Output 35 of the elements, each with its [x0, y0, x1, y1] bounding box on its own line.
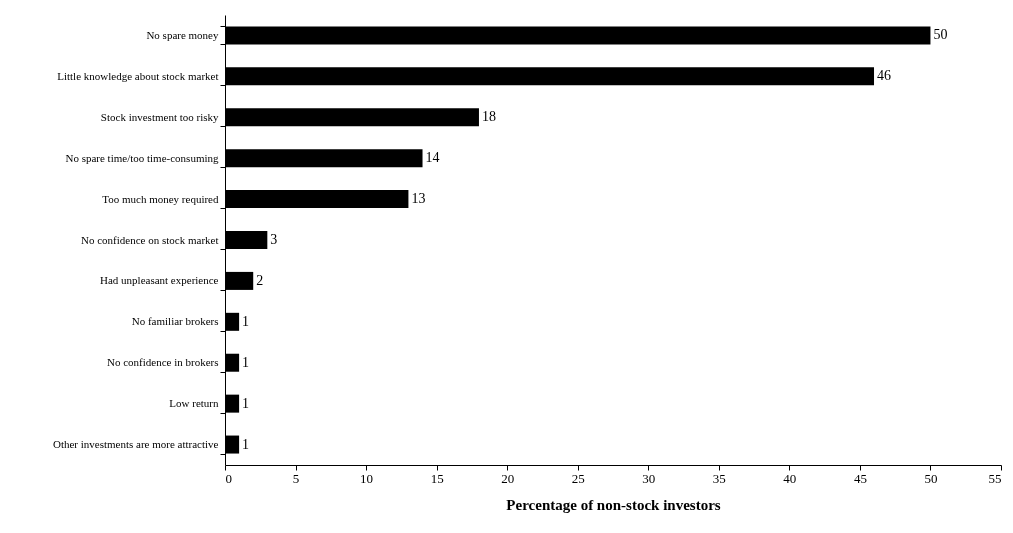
x-tick-label: 5	[292, 470, 300, 486]
y-tick-label: No spare money	[146, 28, 219, 41]
data-label: 1	[242, 395, 250, 411]
data-label: 46	[877, 68, 892, 84]
x-tick-label: 50	[924, 470, 938, 486]
y-tick-label: No familiar brokers	[131, 315, 219, 328]
x-axis-title: Percentage of non-stock investors	[506, 496, 721, 513]
data-label: 13	[411, 191, 426, 207]
y-tick-label: No confidence in brokers	[107, 356, 219, 369]
data-label: 2	[256, 272, 264, 288]
data-label: 14	[425, 150, 440, 166]
y-tick-label: No spare time/too time-consuming	[65, 151, 219, 164]
x-tick-label: 45	[853, 470, 867, 486]
x-tick-label: 0	[225, 470, 232, 486]
x-tick-label: 25	[571, 470, 585, 486]
data-label: 1	[242, 313, 250, 329]
data-label: 1	[242, 354, 250, 370]
x-tick-label: 55	[988, 470, 1002, 486]
y-tick-label: Too much money required	[102, 192, 219, 205]
data-label: 18	[481, 109, 496, 125]
x-tick-label: 15	[430, 470, 444, 486]
data-label: 50	[933, 27, 948, 43]
x-tick-label: 35	[712, 470, 726, 486]
x-tick-label: 20	[501, 470, 515, 486]
x-tick-label: 10	[360, 470, 374, 486]
data-label: 3	[270, 232, 278, 247]
y-tick-label: Low return	[169, 397, 219, 410]
y-tick-label: Stock investment too risky	[100, 110, 219, 123]
y-tick-label: No confidence on stock market	[81, 233, 219, 246]
y-tick-label: Other investments are more attractive	[52, 438, 219, 451]
x-tick-label: 30	[642, 470, 656, 486]
data-label: 1	[242, 436, 250, 452]
y-tick-label: Had unpleasant experience	[100, 274, 219, 287]
x-tick-label: 40	[783, 470, 797, 486]
y-tick-label: Little knowledge about stock market	[57, 69, 219, 82]
